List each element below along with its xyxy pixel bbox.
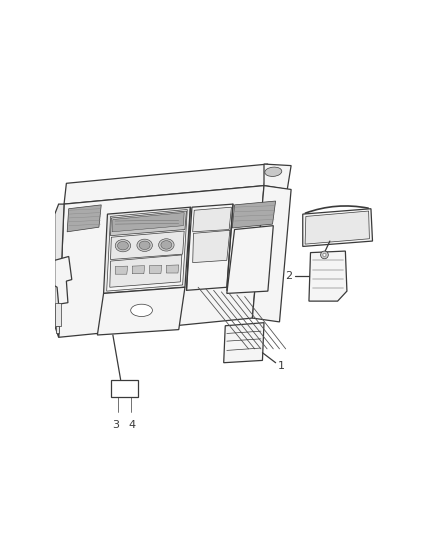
Polygon shape (187, 204, 233, 290)
Polygon shape (303, 209, 372, 246)
Ellipse shape (115, 239, 131, 252)
Polygon shape (232, 201, 276, 228)
Polygon shape (112, 213, 184, 232)
Ellipse shape (265, 167, 282, 176)
Polygon shape (64, 164, 268, 204)
Polygon shape (55, 256, 72, 304)
Ellipse shape (139, 241, 150, 249)
Text: 2: 2 (285, 271, 292, 281)
Ellipse shape (131, 304, 152, 317)
Polygon shape (67, 205, 101, 232)
Polygon shape (55, 303, 61, 326)
Ellipse shape (161, 241, 172, 249)
Polygon shape (115, 266, 127, 274)
Polygon shape (309, 251, 347, 301)
Polygon shape (149, 265, 162, 273)
Polygon shape (103, 207, 191, 294)
Polygon shape (110, 211, 187, 236)
Polygon shape (227, 225, 273, 294)
Polygon shape (224, 322, 264, 363)
Polygon shape (110, 231, 184, 260)
Ellipse shape (137, 239, 152, 252)
Polygon shape (59, 185, 264, 337)
Polygon shape (97, 287, 185, 335)
Polygon shape (110, 379, 138, 397)
Polygon shape (166, 265, 179, 273)
Polygon shape (110, 255, 182, 287)
Polygon shape (132, 265, 145, 274)
Ellipse shape (159, 239, 174, 251)
Ellipse shape (117, 241, 128, 250)
Text: 4: 4 (129, 419, 136, 430)
Polygon shape (193, 230, 230, 263)
Polygon shape (305, 211, 369, 244)
Circle shape (323, 253, 326, 256)
Circle shape (321, 251, 328, 259)
Polygon shape (252, 185, 291, 322)
Polygon shape (55, 204, 64, 337)
Text: 1: 1 (278, 361, 285, 371)
Polygon shape (107, 209, 187, 291)
Polygon shape (57, 326, 60, 334)
Text: 3: 3 (112, 419, 119, 430)
Polygon shape (193, 207, 231, 232)
Polygon shape (264, 164, 291, 189)
